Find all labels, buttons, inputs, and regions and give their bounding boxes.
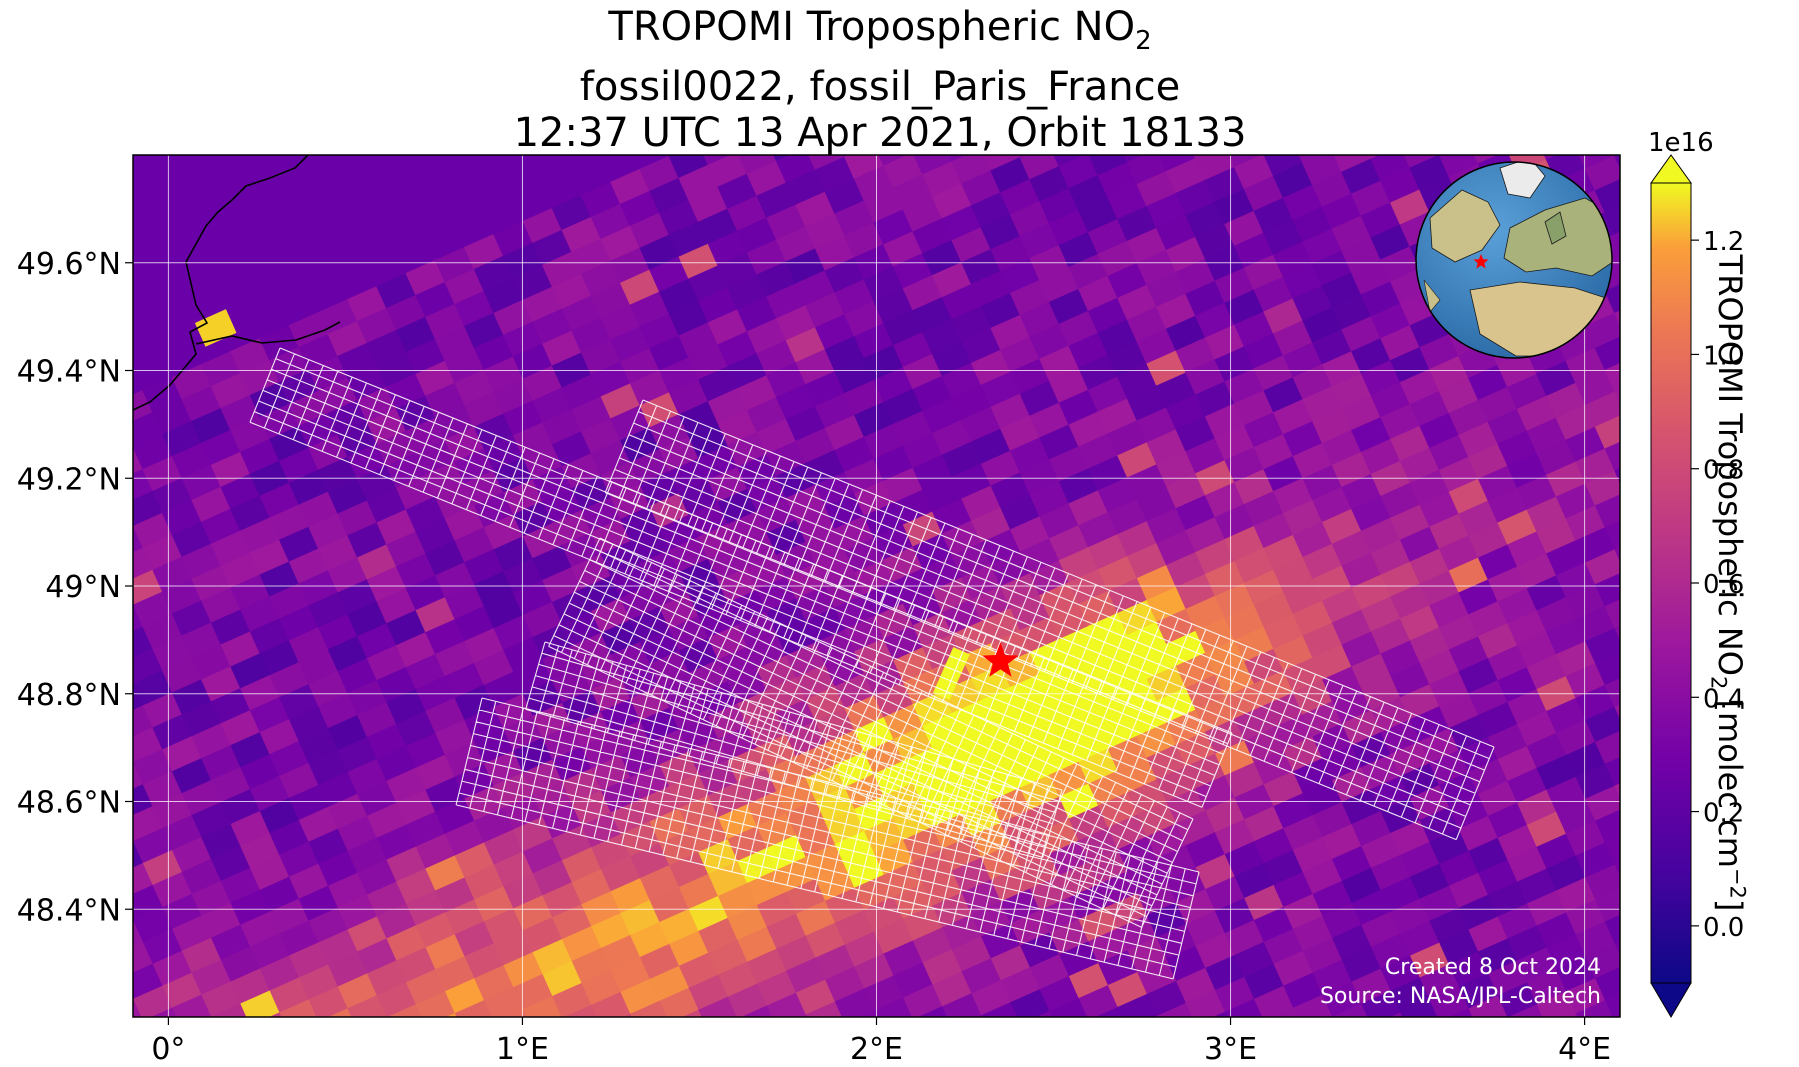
colorbar-ramp xyxy=(1650,182,1692,984)
lon-tick-label: 2°E xyxy=(850,1032,903,1067)
colorbar-tick-label: 1.0 xyxy=(1703,341,1744,371)
colorbar: 1e16 0.0 0.2 0.4 0.6 0.8 1.0 1.2 xyxy=(1648,128,1744,1018)
lat-tick-label: 49.6°N xyxy=(17,247,121,282)
colorbar-tick-label: 0.2 xyxy=(1703,799,1744,829)
colorbar-tick-label: 1.2 xyxy=(1703,227,1744,257)
lat-tick-label: 49°N xyxy=(45,570,121,605)
coastline-seine xyxy=(195,321,341,345)
globe-star-marker xyxy=(1473,254,1489,269)
colorbar-ticks: 0.0 0.2 0.4 0.6 0.8 1.0 1.2 xyxy=(1691,227,1744,943)
title-line-2: fossil0022, fossil_Paris_France xyxy=(579,64,1181,110)
colorbar-tick-label: 0.8 xyxy=(1703,456,1744,486)
colorbar-extend-min xyxy=(1650,982,1692,1018)
data-source: Source: NASA/JPL-Caltech xyxy=(1319,984,1601,1009)
target-footprints xyxy=(249,347,1495,980)
lon-tick-label: 1°E xyxy=(496,1032,549,1067)
colorbar-extend-max xyxy=(1650,154,1692,184)
title-line-1: TROPOMI Tropospheric NO2 xyxy=(608,4,1152,56)
globe-inset xyxy=(1415,161,1613,359)
target-marker xyxy=(982,642,1019,677)
no2-pixels xyxy=(133,155,1620,1017)
colorbar-exponent: 1e16 xyxy=(1648,128,1714,158)
colorbar-tick-label: 0.0 xyxy=(1703,913,1744,943)
lon-tick-label: 0° xyxy=(151,1032,185,1067)
lon-tick-label: 4°E xyxy=(1558,1032,1611,1067)
globe-land xyxy=(1423,162,1612,357)
title-line-3: 12:37 UTC 13 Apr 2021, Orbit 18133 xyxy=(513,110,1247,156)
lat-tick-label: 48.6°N xyxy=(17,786,121,821)
colorbar-tick-label: 0.6 xyxy=(1703,570,1744,600)
colorbar-tick-label: 0.4 xyxy=(1703,684,1744,714)
lat-tick-label: 48.4°N xyxy=(17,893,121,928)
paris-star-marker xyxy=(982,642,1019,677)
colorbar-label: TROPOMI Tropospheric NO2 [molec cm−2] xyxy=(1706,254,1750,912)
lat-tick-label: 49.4°N xyxy=(17,355,121,390)
created-date: Created 8 Oct 2024 xyxy=(1384,955,1601,980)
lat-tick-label: 48.8°N xyxy=(17,678,121,713)
graticule xyxy=(133,155,1620,1017)
no2-field xyxy=(133,155,1620,1017)
plot-title: TROPOMI Tropospheric NO2 fossil0022, fos… xyxy=(0,4,1760,156)
lat-tick-label: 49.2°N xyxy=(17,462,121,497)
lon-tick-label: 3°E xyxy=(1204,1032,1257,1067)
axis-ticks: 0° 1°E 2°E 3°E 4°E 49.6°N 49.4°N 49.2°N 49°N 48.8… xyxy=(17,247,1611,1067)
coastline xyxy=(133,155,309,411)
